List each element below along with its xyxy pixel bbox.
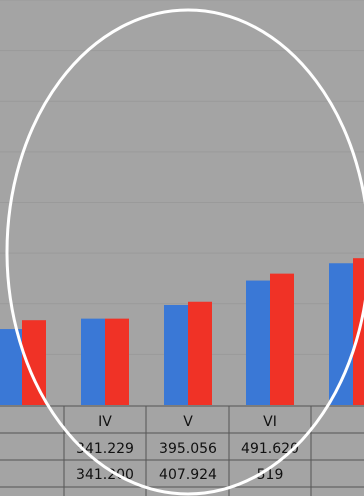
cell-iv-series-b: 341.200: [76, 467, 134, 483]
tick-label-iv: IV: [98, 414, 112, 430]
bar-vi-series-b: [270, 273, 294, 405]
tick-label-v: V: [183, 414, 193, 430]
bar-iv-series-b: [105, 318, 129, 405]
magnifier-lens-outline: [5, 8, 364, 496]
bars: [0, 258, 364, 405]
bar-v-series-a: [164, 305, 188, 405]
bar-iv-series-a: [81, 318, 105, 405]
gridlines: [0, 0, 364, 354]
cell-iv-series-a: 341.229: [76, 441, 134, 457]
data-table: IV V VI 341.229 395.056 491.620 341.200 …: [0, 405, 364, 496]
bar-v-series-b: [188, 301, 212, 405]
tick-label-vi: VI: [263, 414, 277, 430]
table-lines: [0, 405, 364, 496]
cell-v-series-b: 407.924: [159, 467, 217, 483]
cell-v-series-a: 395.056: [159, 441, 217, 457]
bar-iii-series-a: [0, 329, 22, 405]
bar-vi-series-a: [246, 280, 270, 405]
cell-vi-series-a: 491.620: [241, 441, 299, 457]
